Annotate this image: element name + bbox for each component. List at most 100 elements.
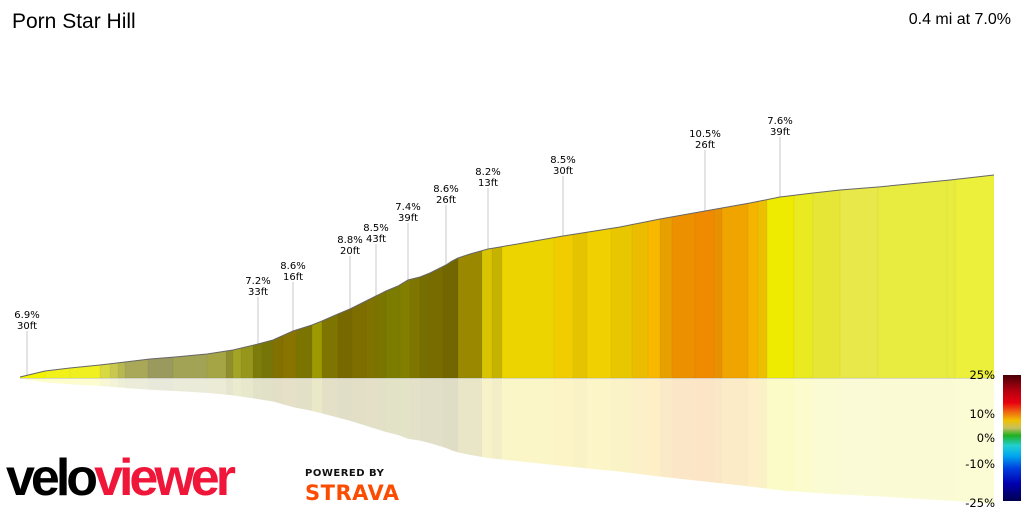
profile-segment[interactable]: [99, 150, 111, 378]
legend-tick-0: 0%: [977, 431, 995, 445]
shadow-segment: [283, 378, 297, 512]
annotation-gain: 33ft: [248, 287, 268, 298]
powered-by-label: POWERED BY: [305, 468, 385, 479]
profile-segment[interactable]: [365, 150, 377, 378]
shadow-segment: [794, 378, 814, 512]
shadow-segment: [767, 378, 795, 512]
profile-segment[interactable]: [147, 150, 174, 378]
shadow-segment: [554, 378, 574, 512]
profile-segment[interactable]: [172, 150, 208, 378]
profile-segment[interactable]: [109, 150, 119, 378]
profile-segment[interactable]: [877, 150, 948, 378]
profile-segment[interactable]: [419, 150, 431, 378]
profile-segment[interactable]: [572, 150, 588, 378]
profile-segment[interactable]: [385, 150, 401, 378]
annotation-gain: 43ft: [366, 234, 386, 245]
annotation-grade: 10.5%: [689, 129, 721, 140]
shadow-segment: [482, 378, 493, 512]
annotation-grade: 8.6%: [280, 261, 305, 272]
annotation-grade: 6.9%: [14, 310, 39, 321]
profile-segment[interactable]: [311, 150, 323, 378]
profile-segment[interactable]: [946, 150, 956, 378]
shadow-segment: [611, 378, 633, 512]
profile-segment[interactable]: [713, 150, 723, 378]
shadow-segment: [443, 378, 459, 512]
annotation-gain: 26ft: [436, 195, 456, 206]
shadow-segment: [648, 378, 661, 512]
profile-segment[interactable]: [659, 150, 673, 378]
profile-segment[interactable]: [793, 150, 814, 378]
annotation-gain: 30ft: [17, 321, 37, 332]
shadow-segment: [420, 378, 431, 512]
shadow-segment: [758, 378, 768, 512]
shadow-segment: [458, 378, 483, 512]
profile-segment[interactable]: [747, 150, 759, 378]
profile-segment[interactable]: [671, 150, 696, 378]
shadow-segment: [714, 378, 723, 512]
shadow-segment: [587, 378, 612, 512]
profile-segment[interactable]: [20, 150, 46, 378]
shadow-segment: [492, 378, 503, 512]
shadow-segment: [813, 378, 841, 512]
shadow-segment: [878, 378, 948, 512]
legend-tick-10: 10%: [969, 407, 995, 421]
veloviewer-logo[interactable]: veloviewer: [6, 449, 236, 507]
annotation-grade: 8.2%: [475, 167, 500, 178]
shadow-segment: [660, 378, 673, 512]
shadow-segment: [840, 378, 879, 512]
profile-segment[interactable]: [766, 150, 795, 378]
strava-logo[interactable]: STRAVA: [305, 481, 400, 505]
annotation-gain: 39ft: [398, 213, 418, 224]
profile-segment[interactable]: [610, 150, 633, 378]
profile-segment[interactable]: [261, 150, 274, 378]
profile-segment[interactable]: [225, 150, 234, 378]
shadow-segment: [955, 378, 994, 512]
profile-segment[interactable]: [586, 150, 612, 378]
profile-segment[interactable]: [321, 150, 339, 378]
profile-segment[interactable]: [553, 150, 574, 378]
profile-segment[interactable]: [240, 150, 254, 378]
shadow-segment: [253, 378, 263, 512]
profile-segment[interactable]: [351, 150, 367, 378]
profile-segment[interactable]: [721, 150, 749, 378]
shadow-segment: [241, 378, 254, 512]
shadow-segment: [233, 378, 242, 512]
profile-segment[interactable]: [399, 150, 411, 378]
annotation-gain: 16ft: [283, 272, 303, 283]
annotation-grade: 8.8%: [337, 235, 362, 246]
profile-segment[interactable]: [117, 150, 126, 378]
profile-segment[interactable]: [647, 150, 661, 378]
annotation-gain: 26ft: [695, 140, 715, 151]
profile-segment[interactable]: [69, 150, 101, 378]
profile-segment[interactable]: [375, 150, 387, 378]
shadow-segment: [695, 378, 715, 512]
annotations: 6.9%30ft7.2%33ft8.6%16ft8.8%20ft8.5%43ft…: [14, 116, 792, 332]
profile-segment[interactable]: [206, 150, 227, 378]
profile-segment[interactable]: [812, 150, 841, 378]
shadow-segment: [573, 378, 588, 512]
shadow-segment: [410, 378, 421, 512]
profile-segment[interactable]: [124, 150, 149, 378]
gradient-colorbar: [1003, 375, 1021, 501]
profile-segment[interactable]: [501, 150, 555, 378]
logo-viewer: viewer: [94, 449, 236, 507]
annotation-leaders: [26, 137, 781, 376]
profile-segment[interactable]: [954, 150, 995, 378]
logo-velo: velo: [6, 449, 98, 507]
profile-segment[interactable]: [839, 150, 879, 378]
legend-tick-25: 25%: [969, 368, 995, 382]
annotation-grade: 8.5%: [550, 155, 575, 166]
profile-segment[interactable]: [44, 150, 71, 378]
annotation-gain: 20ft: [340, 246, 360, 257]
legend-tick-neg10: -10%: [965, 457, 995, 471]
annotation-grade: 7.2%: [245, 276, 270, 287]
shadow-segment: [430, 378, 444, 512]
profile-segment[interactable]: [232, 150, 242, 378]
shadow-segment: [672, 378, 696, 512]
annotation-grade: 7.4%: [395, 202, 420, 213]
annotation-gain: 30ft: [553, 166, 573, 177]
shadow-segment: [502, 378, 555, 512]
profile-segment[interactable]: [631, 150, 649, 378]
profile-segment[interactable]: [757, 150, 768, 378]
profile-segment[interactable]: [409, 150, 421, 378]
